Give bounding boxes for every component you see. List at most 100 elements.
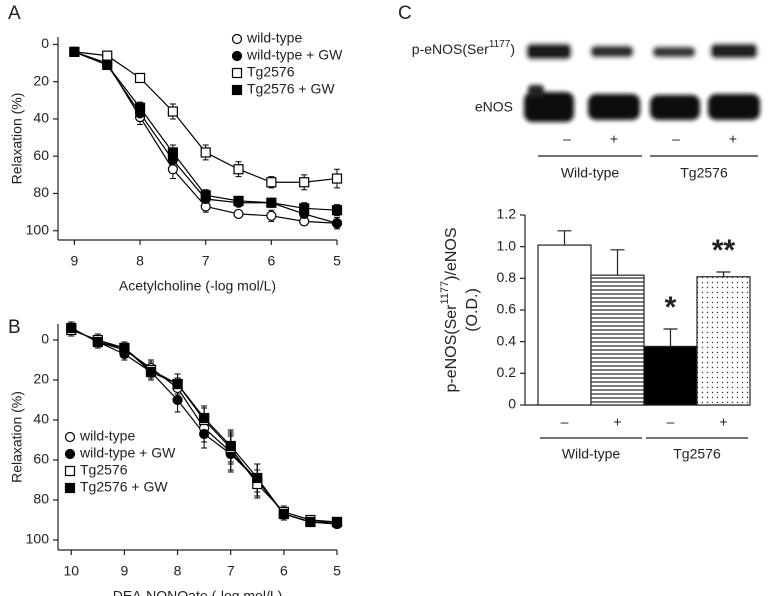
marker [233, 195, 244, 206]
y-tick-label: 100 [26, 221, 50, 237]
y-tick-label: 80 [33, 491, 49, 507]
y-tick-label: 0.6 [497, 301, 517, 317]
marker [231, 33, 243, 45]
marker [231, 84, 243, 96]
group-label: Tg2576 [673, 446, 721, 462]
y-axis-label: Relaxation (%) [9, 93, 25, 185]
marker [64, 482, 76, 494]
marker [69, 46, 80, 57]
marker [92, 336, 103, 348]
y-tick-label: 1.2 [497, 206, 517, 222]
marker [64, 448, 76, 460]
bar [643, 345, 698, 406]
x-tick-label: – [561, 414, 569, 430]
y-tick-label: 0 [41, 35, 49, 51]
error-bar [610, 249, 625, 276]
marker [266, 197, 277, 208]
y-tick-label: 0.4 [497, 332, 517, 348]
y-tick-label: 60 [33, 147, 49, 163]
label-text: p-eNOS(Ser [412, 41, 489, 57]
marker [64, 431, 76, 443]
panel-label: B [8, 317, 21, 338]
error-bar [716, 271, 731, 277]
y-tick-label: 20 [33, 72, 49, 88]
marker [64, 465, 76, 477]
marker [200, 190, 211, 201]
marker [167, 164, 178, 175]
x-tick-label: 6 [267, 253, 275, 269]
legend-label: wild-type [79, 428, 135, 444]
y-tick-label: 0.8 [497, 269, 517, 285]
label-text: )/eNOS [443, 227, 460, 280]
marker [199, 428, 210, 440]
error-bar [557, 230, 572, 246]
y-tick-label: 20 [33, 371, 49, 387]
marker [225, 440, 236, 452]
marker [66, 322, 77, 334]
y-tick-label: 0 [41, 331, 49, 347]
lane-label: + [610, 131, 618, 147]
panel-label: C [398, 3, 412, 24]
y-tick-label: 80 [33, 184, 49, 200]
marker [305, 516, 316, 528]
legend-label: Tg2576 + GW [247, 81, 335, 97]
y-tick-label: 0.2 [497, 364, 517, 380]
marker [231, 67, 243, 79]
legend-label: wild-type + GW [79, 445, 176, 461]
marker [331, 173, 343, 184]
label-text: ) [510, 41, 515, 57]
blot-image [524, 40, 769, 122]
marker [266, 177, 277, 188]
marker [199, 412, 210, 424]
marker [299, 203, 310, 214]
x-tick-label: 7 [202, 253, 210, 269]
label-text: p-eNOS(Ser [443, 304, 460, 393]
marker [252, 472, 263, 484]
marker [134, 72, 146, 84]
y-axis-label: (O.D.) [464, 288, 481, 332]
marker [145, 366, 157, 378]
marker [233, 208, 244, 220]
x-tick-label: – [667, 414, 675, 430]
group-label: Wild-type [561, 165, 620, 181]
marker [200, 147, 211, 158]
significance: * [665, 291, 677, 324]
group-label: Wild-type [562, 446, 621, 462]
y-tick-label: 60 [33, 451, 49, 467]
group-label: Tg2576 [680, 165, 728, 181]
x-tick-label: 5 [333, 563, 341, 579]
marker [266, 210, 277, 221]
error-bar [663, 328, 678, 347]
marker [167, 147, 178, 158]
marker [299, 177, 310, 188]
y-tick-label: 40 [33, 411, 49, 427]
lane-label: – [672, 131, 680, 147]
blot-row-label: p-eNOS(Ser1177) [412, 39, 515, 57]
bar [537, 244, 592, 406]
blot-row-label: eNOS [475, 99, 513, 115]
y-axis-label: p-eNOS(Ser1177)/eNOS [439, 227, 460, 392]
legend-label: wild-type + GW [246, 47, 343, 63]
x-tick-label: 9 [121, 563, 129, 579]
label-text: 1177 [439, 281, 451, 305]
marker [233, 164, 244, 175]
x-tick-label: + [719, 414, 727, 430]
x-tick-label: 10 [63, 563, 79, 579]
marker [172, 394, 183, 406]
marker [102, 59, 113, 71]
legend-label: Tg2576 [247, 64, 295, 80]
x-tick-label: 6 [280, 563, 288, 579]
x-tick-label: + [613, 414, 621, 430]
x-axis-label: DEA-NONOate (-log mol/L) [113, 588, 283, 596]
marker [331, 516, 343, 528]
y-tick-label: 0 [508, 396, 516, 412]
marker [278, 508, 289, 520]
marker [134, 102, 146, 113]
marker [102, 50, 113, 61]
lane-label: – [563, 131, 571, 147]
y-tick-label: 100 [26, 531, 50, 547]
x-tick-label: 8 [174, 563, 182, 579]
